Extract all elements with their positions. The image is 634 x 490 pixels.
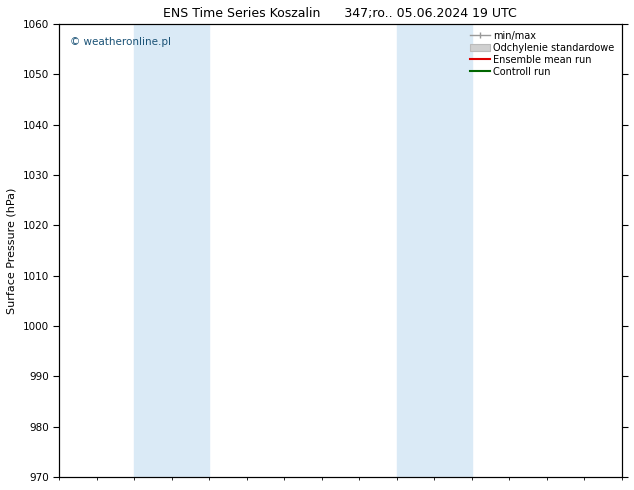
Y-axis label: Surface Pressure (hPa): Surface Pressure (hPa) bbox=[7, 187, 17, 314]
Legend: min/max, Odchylenie standardowe, Ensemble mean run, Controll run: min/max, Odchylenie standardowe, Ensembl… bbox=[468, 29, 617, 78]
Bar bbox=[396, 24, 472, 477]
Title: ENS Time Series Koszalin      347;ro.. 05.06.2024 19 UTC: ENS Time Series Koszalin 347;ro.. 05.06.… bbox=[164, 7, 517, 20]
Text: © weatheronline.pl: © weatheronline.pl bbox=[70, 37, 171, 48]
Bar bbox=[134, 24, 209, 477]
